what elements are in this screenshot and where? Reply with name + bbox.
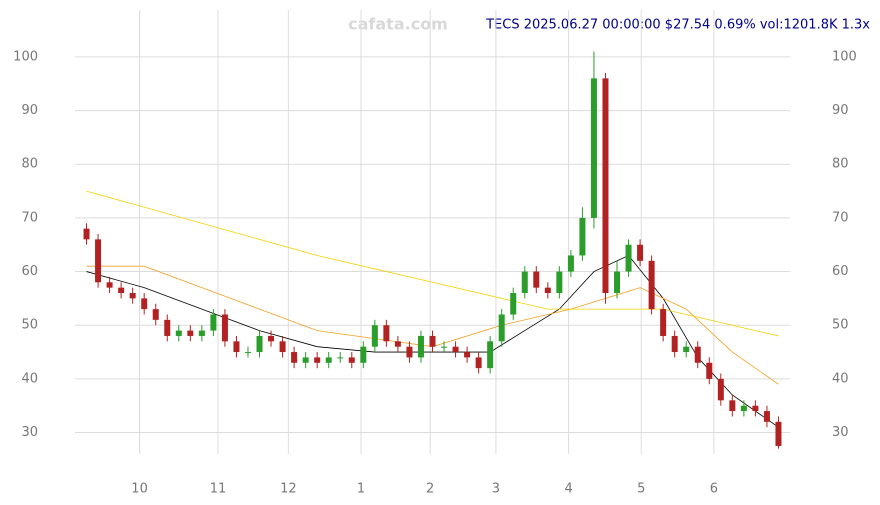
candle-body [268, 335, 275, 342]
candle-body [141, 298, 148, 310]
moving-average [86, 190, 779, 337]
x-tick-label: 10 [131, 482, 148, 497]
candle-body [95, 239, 102, 283]
candle-body [325, 357, 332, 363]
candle-body [417, 335, 424, 358]
candle-body [452, 346, 459, 353]
candle-body [129, 293, 136, 299]
candle-body [164, 319, 171, 336]
candle-body [521, 271, 528, 294]
candle-body [348, 357, 355, 363]
candle-body [533, 271, 540, 288]
candle-body [590, 78, 597, 218]
y-tick-label-right: 80 [832, 157, 849, 172]
y-tick-label-right: 30 [832, 425, 849, 440]
x-tick-label: 3 [492, 482, 500, 497]
watermark: cafata.com [348, 15, 448, 34]
candle-body [210, 314, 217, 331]
y-tick-label-right: 100 [832, 49, 857, 64]
x-tick-label: 1 [357, 482, 365, 497]
x-tick-label: 5 [637, 482, 645, 497]
y-tick-label-right: 40 [832, 371, 849, 386]
candle-body [487, 341, 494, 369]
candle-body [106, 282, 113, 288]
candle-body [544, 287, 551, 294]
candle-body [429, 335, 436, 347]
candle-body [83, 228, 90, 240]
y-tick-label: 80 [21, 157, 38, 172]
candle-body [671, 335, 678, 353]
candle-body [291, 352, 298, 363]
y-tick-label-right: 70 [832, 210, 849, 225]
candle-body [775, 421, 782, 446]
x-tick-label: 11 [210, 482, 227, 497]
y-tick-label: 100 [13, 49, 38, 64]
candle-body [683, 346, 690, 353]
candle-body [752, 405, 759, 412]
candle-body [475, 357, 482, 369]
candle-body [279, 341, 286, 353]
candle-body [198, 330, 205, 336]
candle-body [152, 309, 159, 320]
candle-body [740, 405, 747, 412]
candle-body [302, 357, 309, 363]
candle-body [187, 330, 194, 336]
moving-average [86, 254, 779, 428]
candle-body [717, 378, 724, 401]
candle-body [175, 330, 182, 336]
x-tick-label: 2 [426, 482, 434, 497]
candle-body [337, 357, 344, 359]
candle-body [556, 271, 563, 294]
candle-body [510, 293, 517, 315]
candle-body [498, 314, 505, 342]
candle-body [625, 244, 632, 272]
candle-body [763, 411, 770, 422]
candle-body [314, 357, 321, 363]
candle-body [729, 400, 736, 412]
x-tick-label: 4 [564, 482, 572, 497]
candle-body [706, 362, 713, 379]
candle-body [637, 244, 644, 261]
x-tick-label: 12 [280, 482, 297, 497]
candle-body [406, 346, 413, 358]
candle-body [233, 341, 240, 353]
y-tick-label: 70 [21, 210, 38, 225]
candle-body [614, 271, 621, 294]
candle-body [464, 352, 471, 358]
y-tick-label: 50 [21, 318, 38, 333]
candle-body [360, 346, 367, 363]
y-tick-label: 30 [21, 425, 38, 440]
candle-body [118, 287, 125, 294]
candle-body [221, 314, 228, 342]
y-tick-label-right: 50 [832, 318, 849, 333]
y-tick-label: 90 [21, 103, 38, 118]
y-tick-label: 40 [21, 371, 38, 386]
candle-body [602, 78, 609, 294]
candle-body [567, 255, 574, 272]
candle-body [383, 325, 390, 342]
candle-body [660, 309, 667, 336]
y-tick-label: 60 [21, 264, 38, 279]
candle-body [371, 325, 378, 347]
y-tick-label-right: 60 [832, 264, 849, 279]
x-tick-label: 6 [710, 482, 718, 497]
candle-body [244, 352, 251, 354]
chart-title: TECS 2025.06.27 00:00:00 $27.54 0.69% vo… [485, 18, 870, 33]
candle-body [394, 341, 401, 347]
candle-body [694, 346, 701, 363]
y-tick-label-right: 90 [832, 103, 849, 118]
candle-body [648, 260, 655, 310]
candle-body [256, 335, 263, 353]
candle-body [579, 217, 586, 256]
candle-body [441, 346, 448, 348]
